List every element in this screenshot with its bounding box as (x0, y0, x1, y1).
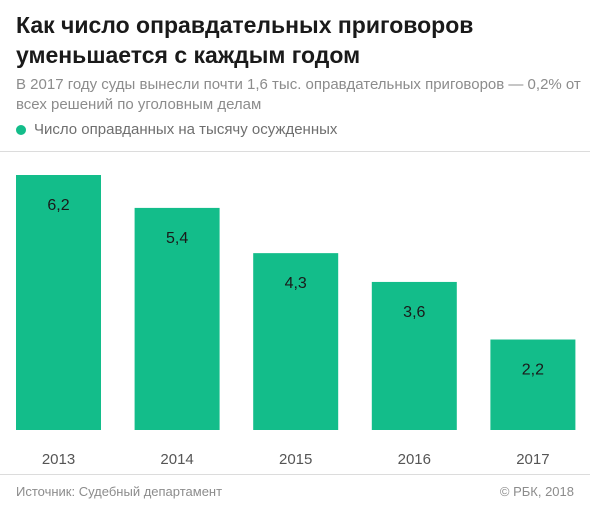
bar-2013 (16, 175, 101, 430)
value-label-2014: 5,4 (166, 230, 188, 247)
chart-subtitle: В 2017 году суды вынесли почти 1,6 тыс. … (16, 76, 581, 113)
bar-2014 (134, 207, 220, 430)
footer: Источник: Судебный департамент © РБК, 20… (16, 483, 574, 501)
bar-2017 (490, 339, 576, 430)
value-label-2013: 6,2 (47, 197, 69, 214)
value-label-2016: 3,6 (403, 304, 425, 321)
bar-2015 (253, 253, 339, 430)
x-tick-2013: 2013 (42, 451, 75, 468)
bottom-divider (0, 474, 590, 475)
bar-chart: 6,2 2013 5,4 2014 4,3 2015 3,6 2016 2,2 2017 (16, 175, 576, 468)
value-label-2017: 2,2 (522, 362, 544, 379)
x-tick-2016: 2016 (398, 451, 431, 468)
legend-marker (16, 125, 26, 135)
x-tick-2014: 2014 (160, 451, 193, 468)
chart-title: Как число оправдательных приговоров умен… (16, 12, 474, 68)
bar-2016 (371, 281, 457, 430)
x-tick-2017: 2017 (516, 451, 549, 468)
legend: Число оправданных на тысячу осужденных (16, 120, 337, 140)
legend-label: Число оправданных на тысячу осужденных (34, 121, 338, 138)
copyright-note: © РБК, 2018 (499, 484, 574, 499)
x-tick-2015: 2015 (279, 451, 312, 468)
source-note: Источник: Судебный департамент (16, 484, 223, 499)
value-label-2015: 4,3 (285, 275, 307, 292)
top-divider (0, 151, 590, 152)
